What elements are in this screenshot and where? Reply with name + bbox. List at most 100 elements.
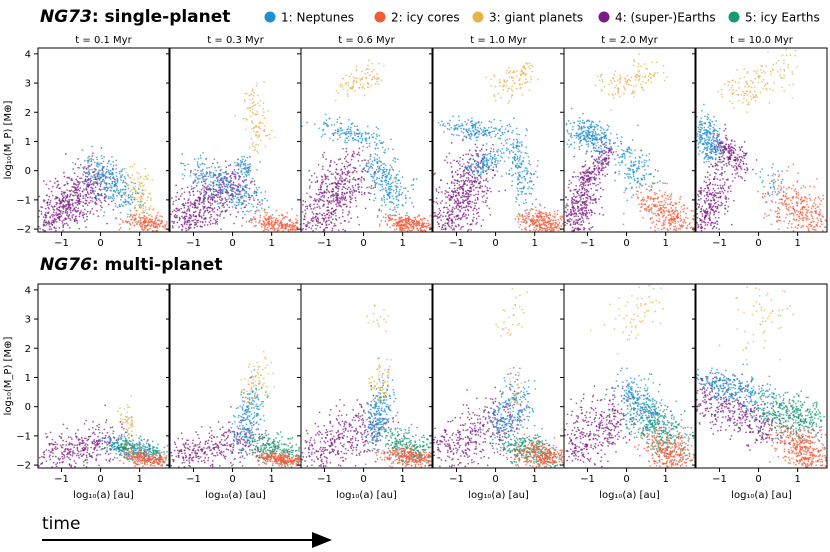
data-point [224, 175, 227, 178]
data-point [536, 176, 539, 179]
data-point [523, 65, 525, 68]
series-pop-3 [485, 62, 539, 104]
data-point [83, 188, 86, 191]
data-point [378, 208, 381, 210]
data-point [133, 224, 136, 227]
data-point [485, 179, 487, 182]
data-point [482, 179, 485, 182]
data-point [362, 145, 365, 148]
data-point [251, 127, 253, 130]
data-point [359, 77, 361, 80]
data-point [376, 176, 378, 179]
data-point [63, 196, 65, 199]
data-point [519, 155, 522, 157]
data-point [69, 219, 72, 222]
data-point [500, 152, 503, 155]
data-point [342, 88, 345, 91]
data-point [94, 173, 97, 176]
data-point [242, 185, 244, 188]
data-point [351, 190, 353, 193]
data-point [248, 220, 251, 222]
data-point [86, 172, 89, 174]
data-point [50, 190, 53, 193]
data-point [116, 195, 118, 197]
data-point [526, 129, 529, 132]
data-point [316, 206, 319, 209]
data-point [532, 223, 535, 225]
data-point [506, 138, 509, 141]
data-point [442, 123, 445, 125]
data-point [587, 209, 590, 212]
data-point [560, 218, 563, 221]
data-point [421, 219, 423, 222]
data-point [491, 159, 493, 161]
data-point [347, 132, 349, 135]
data-point [344, 168, 347, 170]
data-point [542, 212, 545, 215]
data-point [334, 208, 337, 211]
data-point [205, 172, 208, 175]
data-point [476, 160, 479, 163]
data-point [67, 206, 70, 208]
data-point [346, 165, 349, 168]
data-point [351, 192, 354, 194]
data-point [85, 195, 88, 198]
data-point [377, 147, 379, 150]
data-point [82, 173, 85, 176]
data-point [294, 222, 297, 224]
data-point [113, 185, 115, 187]
data-point [483, 155, 486, 158]
data-point [55, 195, 57, 198]
data-point [55, 197, 58, 200]
data-point [518, 178, 520, 181]
data-point [397, 179, 399, 182]
data-point [303, 216, 306, 218]
data-point [96, 172, 98, 175]
data-point [315, 219, 318, 222]
data-point [501, 156, 503, 159]
data-point [340, 122, 343, 125]
data-point [401, 204, 404, 206]
data-point [101, 157, 104, 160]
data-point [520, 187, 523, 190]
data-point [448, 152, 451, 155]
data-point [524, 68, 527, 70]
data-point [327, 206, 330, 209]
data-point [324, 175, 327, 177]
data-point [466, 222, 469, 225]
data-point [88, 172, 91, 175]
data-point [112, 193, 115, 196]
data-point [42, 199, 45, 201]
data-point [505, 142, 508, 145]
data-point [400, 225, 403, 227]
data-point [221, 210, 224, 213]
data-point [346, 90, 349, 92]
data-point [371, 180, 374, 182]
data-point [524, 209, 527, 212]
data-point [63, 175, 66, 178]
data-point [338, 134, 341, 137]
data-point [232, 184, 235, 186]
data-point [538, 219, 541, 222]
data-point [351, 88, 353, 90]
data-point [102, 175, 105, 178]
data-point [477, 126, 479, 129]
data-point [318, 197, 321, 200]
data-point [114, 191, 117, 193]
data-point [349, 198, 352, 201]
data-point [475, 152, 478, 155]
data-point [316, 203, 319, 206]
data-point [259, 214, 262, 217]
data-point [376, 216, 379, 219]
data-point [360, 179, 362, 181]
data-point [129, 209, 132, 212]
data-point [124, 200, 127, 203]
data-point [74, 194, 77, 197]
data-point [467, 205, 470, 208]
data-point [260, 226, 263, 228]
data-point [521, 83, 524, 85]
data-point [358, 154, 361, 156]
data-point [413, 216, 416, 219]
data-point [224, 160, 227, 162]
data-point [194, 204, 197, 207]
